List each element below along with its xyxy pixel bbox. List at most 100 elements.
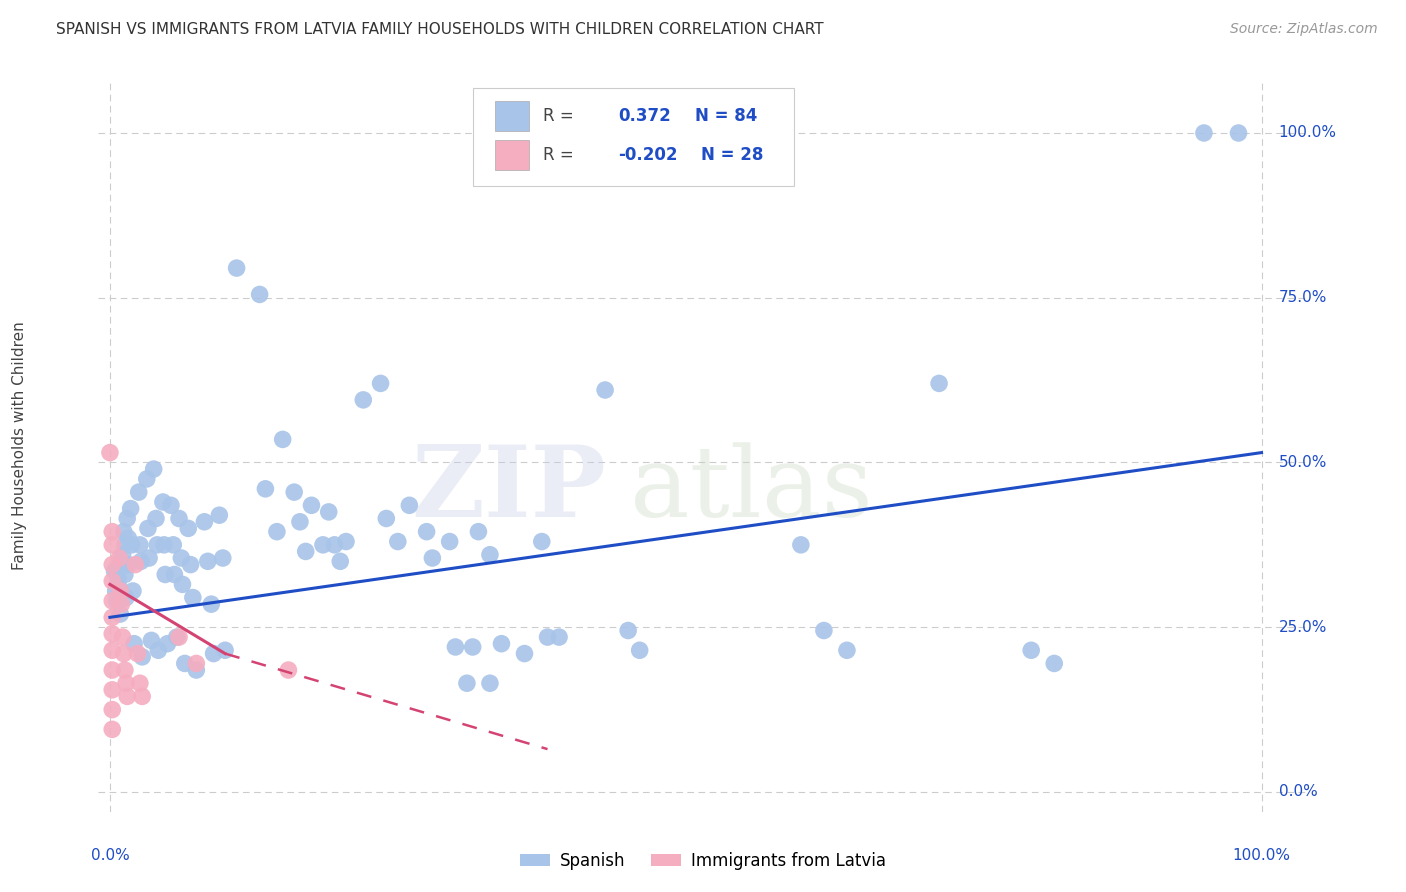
Point xyxy=(110,584,132,599)
Point xyxy=(98,445,121,459)
Point xyxy=(301,498,323,512)
Point xyxy=(101,627,124,641)
Point xyxy=(352,392,374,407)
Text: 0.0%: 0.0% xyxy=(90,848,129,863)
Point xyxy=(461,640,484,654)
Point xyxy=(129,554,152,568)
Point xyxy=(101,723,124,737)
Point xyxy=(128,485,150,500)
Text: 50.0%: 50.0% xyxy=(1279,455,1327,470)
Point xyxy=(114,663,136,677)
Text: 25.0%: 25.0% xyxy=(1279,620,1327,635)
Point xyxy=(108,581,131,595)
Text: N = 84: N = 84 xyxy=(695,107,756,125)
Point xyxy=(110,558,132,572)
Point xyxy=(152,495,174,509)
FancyBboxPatch shape xyxy=(474,87,793,186)
Point xyxy=(456,676,478,690)
Point xyxy=(370,376,392,391)
Point xyxy=(167,511,190,525)
Point xyxy=(593,383,616,397)
FancyBboxPatch shape xyxy=(495,139,529,170)
Point xyxy=(115,676,138,690)
Point xyxy=(491,637,513,651)
Point xyxy=(101,663,124,677)
Point xyxy=(172,577,194,591)
Point xyxy=(211,551,233,566)
Point xyxy=(101,538,124,552)
Point xyxy=(513,647,536,661)
Point xyxy=(813,624,835,638)
Point xyxy=(131,690,153,704)
Point xyxy=(163,567,186,582)
Point xyxy=(439,534,461,549)
Text: 100.0%: 100.0% xyxy=(1279,126,1337,141)
Text: 0.0%: 0.0% xyxy=(1279,784,1317,799)
Point xyxy=(415,524,437,539)
Point xyxy=(790,538,813,552)
Point xyxy=(160,498,183,512)
Point xyxy=(1043,657,1066,671)
Point xyxy=(135,472,157,486)
Text: 75.0%: 75.0% xyxy=(1279,290,1327,305)
Point xyxy=(101,574,124,588)
Point xyxy=(110,597,132,611)
Point xyxy=(124,558,146,572)
Point xyxy=(148,643,170,657)
Point xyxy=(375,511,398,525)
Point xyxy=(536,630,558,644)
Point xyxy=(835,643,858,657)
Point xyxy=(111,548,134,562)
Point xyxy=(114,538,136,552)
Point xyxy=(208,508,231,523)
Point xyxy=(186,657,208,671)
Point xyxy=(478,676,501,690)
Point xyxy=(186,663,208,677)
Point xyxy=(114,567,136,582)
Point xyxy=(101,643,124,657)
Text: R =: R = xyxy=(543,107,579,125)
Point xyxy=(323,538,346,552)
Point xyxy=(318,505,340,519)
Point xyxy=(271,433,294,447)
Text: 0.372: 0.372 xyxy=(619,107,671,125)
Point xyxy=(1192,126,1215,140)
Point xyxy=(422,551,444,566)
Point xyxy=(107,571,129,585)
Point xyxy=(155,567,177,582)
FancyBboxPatch shape xyxy=(495,101,529,131)
Point xyxy=(181,591,204,605)
Point xyxy=(444,640,467,654)
Point xyxy=(115,591,138,605)
Point xyxy=(146,538,169,552)
Point xyxy=(104,584,127,599)
Point xyxy=(1227,126,1250,140)
Point xyxy=(128,676,150,690)
Text: Family Households with Children: Family Households with Children xyxy=(13,322,27,570)
Point xyxy=(200,597,222,611)
Point xyxy=(335,534,357,549)
Point xyxy=(467,524,489,539)
Point xyxy=(112,647,135,661)
Point xyxy=(329,554,352,568)
Legend: Spanish, Immigrants from Latvia: Spanish, Immigrants from Latvia xyxy=(513,846,893,877)
Point xyxy=(121,538,143,552)
Point xyxy=(115,690,138,704)
Point xyxy=(131,649,153,664)
Point xyxy=(214,643,236,657)
Point xyxy=(617,624,640,638)
Text: 100.0%: 100.0% xyxy=(1233,848,1291,863)
Point xyxy=(398,498,420,512)
Point xyxy=(128,538,150,552)
Point xyxy=(197,554,219,568)
Point xyxy=(136,521,159,535)
Point xyxy=(387,534,409,549)
Point xyxy=(266,524,288,539)
Point xyxy=(180,558,202,572)
Point xyxy=(277,663,299,677)
Point xyxy=(108,551,131,566)
Point xyxy=(177,521,200,535)
Point xyxy=(112,524,135,539)
Point xyxy=(283,485,305,500)
Text: R =: R = xyxy=(543,146,579,164)
